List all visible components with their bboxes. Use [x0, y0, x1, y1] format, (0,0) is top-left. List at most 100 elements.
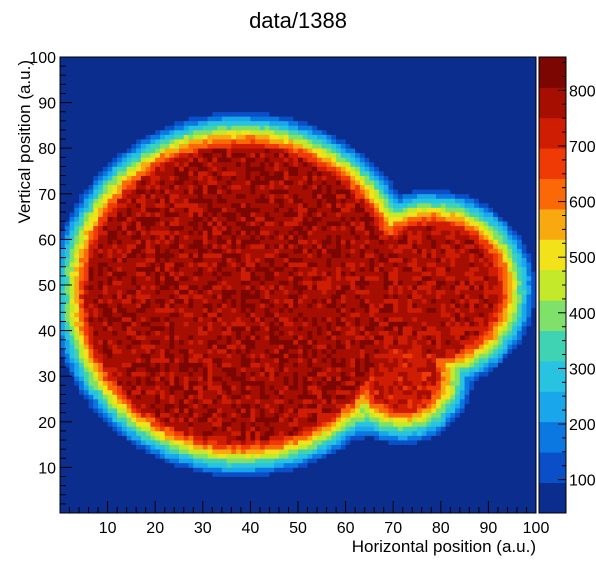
heatmap-cell — [140, 449, 147, 455]
heatmap-cell — [198, 344, 204, 350]
heatmap-cell — [302, 357, 308, 363]
heatmap-cell — [202, 330, 208, 336]
heatmap-cell — [393, 362, 399, 368]
heatmap-cell — [64, 294, 70, 300]
heatmap-cell — [188, 193, 194, 199]
heatmap-cell — [274, 316, 280, 322]
heatmap-cell — [64, 367, 70, 372]
heatmap-cell — [136, 253, 142, 258]
heatmap-cell — [164, 134, 170, 140]
heatmap-cell — [140, 148, 147, 154]
heatmap-cell — [131, 335, 137, 341]
heatmap-cell — [155, 280, 161, 286]
heatmap-cell — [245, 362, 251, 368]
heatmap-cell — [183, 444, 189, 450]
heatmap-cell — [298, 412, 304, 418]
heatmap-cell — [117, 376, 123, 382]
heatmap-cell — [259, 371, 266, 377]
heatmap-cell — [283, 280, 289, 286]
heatmap-cell — [302, 353, 308, 359]
heatmap-cell — [240, 444, 246, 450]
heatmap-cell — [159, 412, 166, 418]
heatmap-cell — [283, 312, 289, 318]
heatmap-cell — [264, 458, 270, 464]
heatmap-cell — [174, 353, 180, 359]
heatmap-cell — [359, 148, 365, 154]
heatmap-cell — [283, 453, 289, 459]
heatmap-cell — [307, 303, 313, 309]
heatmap-cell — [174, 307, 180, 313]
heatmap-cell — [231, 399, 237, 404]
heatmap-cell — [159, 394, 166, 400]
heatmap-cell — [259, 266, 266, 272]
heatmap-cell — [126, 399, 132, 404]
heatmap-cell — [69, 257, 75, 263]
heatmap-cell — [245, 444, 251, 450]
heatmap-cell — [331, 189, 337, 195]
heatmap-cell — [240, 221, 246, 227]
heatmap-cell — [88, 367, 94, 372]
heatmap-cell — [321, 280, 327, 286]
heatmap-cell — [188, 344, 194, 350]
heatmap-cell — [302, 399, 308, 404]
heatmap-cell — [236, 399, 242, 404]
heatmap-cell — [293, 280, 299, 286]
heatmap-cell — [236, 371, 242, 377]
heatmap-cell — [226, 134, 232, 140]
heatmap-cell — [259, 184, 266, 190]
heatmap-cell — [250, 216, 256, 222]
heatmap-cell — [293, 116, 299, 122]
heatmap-cell — [145, 152, 151, 158]
heatmap-cell — [112, 180, 118, 186]
heatmap-cell — [312, 212, 318, 217]
heatmap-cell — [98, 321, 104, 327]
heatmap-cell — [140, 257, 147, 263]
heatmap-cell — [155, 266, 161, 272]
heatmap-cell — [236, 161, 242, 167]
heatmap-cell — [174, 321, 180, 327]
heatmap-cell — [174, 116, 180, 122]
heatmap-cell — [264, 467, 270, 473]
heatmap-cell — [126, 326, 132, 331]
heatmap-cell — [212, 307, 218, 313]
heatmap-cell — [350, 353, 356, 359]
heatmap-cell — [231, 385, 237, 391]
heatmap-cell — [374, 307, 380, 313]
heatmap-cell — [98, 312, 104, 318]
heatmap-cell — [283, 326, 289, 331]
heatmap-cell — [117, 266, 123, 272]
heatmap-cell — [202, 275, 208, 281]
heatmap-cell — [255, 344, 261, 350]
heatmap-cell — [102, 371, 108, 377]
heatmap-cell — [198, 312, 204, 318]
heatmap-cell — [278, 353, 285, 359]
heatmap-cell — [88, 234, 94, 240]
heatmap-cell — [259, 171, 266, 176]
heatmap-cell — [302, 335, 308, 341]
heatmap-cell — [126, 198, 132, 204]
heatmap-cell — [383, 353, 389, 359]
heatmap-cell — [359, 321, 365, 327]
heatmap-cell — [126, 307, 132, 313]
heatmap-cell — [93, 253, 99, 258]
heatmap-cell — [250, 189, 256, 195]
heatmap-cell — [240, 298, 246, 304]
heatmap-cell — [217, 298, 223, 304]
heatmap-cell — [121, 253, 127, 258]
heatmap-cell — [269, 394, 275, 400]
heatmap-cell — [255, 330, 261, 336]
heatmap-cell — [164, 326, 170, 331]
heatmap-cell — [350, 294, 356, 300]
heatmap-cell — [221, 193, 227, 199]
heatmap-cell — [102, 367, 108, 372]
heatmap-cell — [331, 285, 337, 290]
heatmap-cell — [236, 326, 242, 331]
heatmap-cell — [340, 266, 346, 272]
heatmap-cell — [278, 262, 285, 268]
heatmap-cell — [150, 143, 156, 149]
heatmap-cell — [274, 129, 280, 135]
heatmap-cell — [169, 266, 175, 272]
heatmap-cell — [193, 184, 199, 190]
heatmap-cell — [274, 298, 280, 304]
heatmap-cell — [312, 184, 318, 190]
